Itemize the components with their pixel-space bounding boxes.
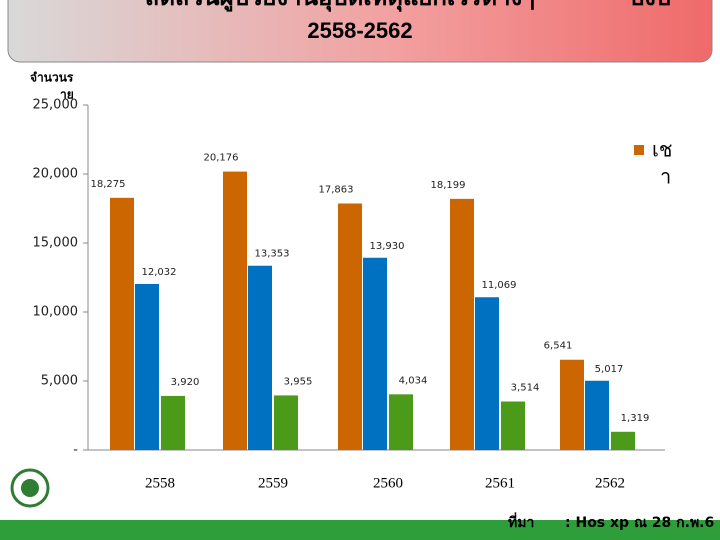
data-label: 3,514 — [511, 383, 540, 394]
bar — [274, 395, 298, 450]
bar — [110, 197, 134, 450]
data-label: 13,353 — [255, 249, 290, 260]
y-tick-label: - — [73, 443, 78, 458]
y-tick-label: 25,000 — [33, 98, 79, 113]
bar — [475, 297, 499, 450]
x-tick-label: 2560 — [373, 475, 403, 491]
data-label: 1,319 — [621, 413, 650, 424]
y-tick-label: 20,000 — [33, 167, 79, 182]
x-tick-label: 2562 — [595, 475, 625, 491]
x-tick-label: 2558 — [145, 475, 175, 491]
bar — [223, 171, 247, 450]
source-label: ที่มา — [508, 512, 534, 531]
data-label: 17,863 — [319, 184, 354, 195]
y-tick-label: 10,000 — [33, 305, 79, 320]
bar — [560, 359, 584, 450]
bar — [585, 380, 609, 450]
data-label: 5,017 — [595, 364, 624, 375]
data-label: 18,275 — [91, 179, 126, 190]
footer-strip — [0, 520, 720, 540]
legend-label: เช — [652, 138, 672, 162]
legend-swatch — [634, 145, 644, 155]
data-label: 3,920 — [171, 377, 200, 388]
bar — [135, 283, 159, 450]
y-tick-label: 15,000 — [33, 236, 79, 251]
y-tick-label: 5,000 — [41, 374, 78, 389]
source: : Hos xp ณ 28 ก.พ.6 — [565, 515, 714, 531]
title-right: ปีงบ — [628, 0, 671, 11]
y-axis-label: จำนวนร — [30, 71, 74, 85]
bar — [450, 198, 474, 450]
x-tick-label: 2559 — [258, 475, 288, 491]
data-label: 12,032 — [142, 267, 177, 278]
bar — [248, 265, 272, 450]
data-label: 4,034 — [399, 375, 428, 386]
data-label: 11,069 — [482, 280, 517, 291]
data-label: 20,176 — [204, 153, 239, 164]
x-tick-label: 2561 — [485, 475, 515, 491]
chart-title: สัดส่วนผู้ป่วยงานอุบัติเหตุแยกเวรต่างๆ — [145, 0, 535, 13]
logo — [21, 479, 39, 497]
y-axis-label: าย — [60, 88, 74, 102]
bar — [501, 401, 525, 450]
title-box — [7, 0, 713, 63]
legend-label: า — [660, 165, 671, 189]
bar — [611, 431, 635, 450]
data-label: 18,199 — [431, 180, 466, 191]
data-label: 6,541 — [544, 341, 573, 352]
chart-subtitle: 2558-2562 — [307, 18, 412, 43]
data-label: 13,930 — [370, 241, 405, 252]
data-label: 3,955 — [284, 376, 313, 387]
bar — [389, 394, 413, 450]
bar — [161, 395, 185, 450]
bar — [363, 257, 387, 450]
bar — [338, 203, 362, 450]
